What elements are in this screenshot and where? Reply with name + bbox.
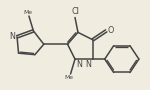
Text: N: N bbox=[76, 60, 82, 69]
Text: Me: Me bbox=[64, 75, 74, 80]
Text: N: N bbox=[85, 60, 91, 69]
Text: O: O bbox=[107, 26, 114, 35]
Text: Cl: Cl bbox=[71, 7, 79, 16]
Text: Me: Me bbox=[24, 10, 33, 15]
Text: N: N bbox=[9, 32, 15, 41]
